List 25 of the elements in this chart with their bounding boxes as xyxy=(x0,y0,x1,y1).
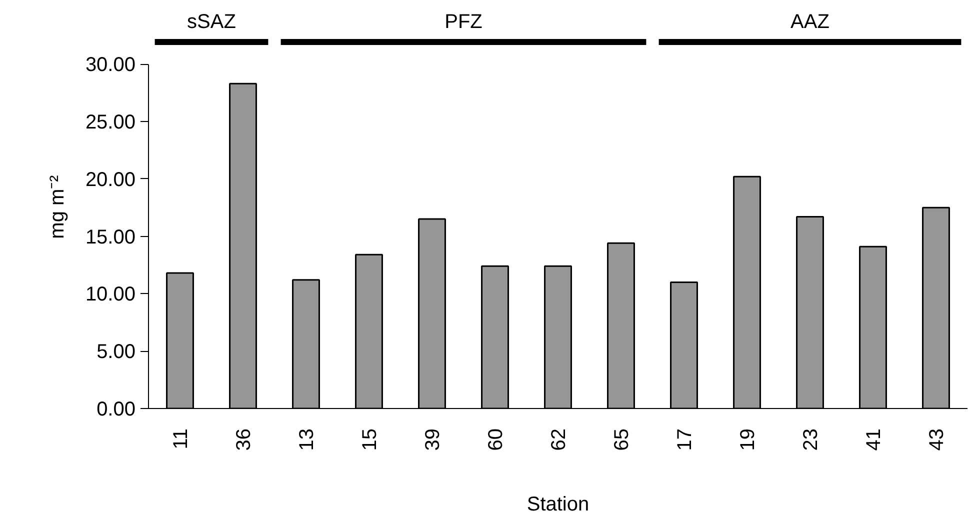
x-tick-label: 62 xyxy=(548,428,570,451)
x-tick-label: 41 xyxy=(863,428,885,451)
y-tick-label: 5.00 xyxy=(96,341,136,364)
text: PFZ xyxy=(444,11,482,34)
y-axis-title: mg m⁻² xyxy=(46,174,68,239)
x-tick-label: 17 xyxy=(674,428,696,451)
x-tick-label: 60 xyxy=(485,428,507,451)
x-tick-label: 23 xyxy=(800,428,822,451)
y-tick-label: 20.00 xyxy=(85,168,136,191)
y-tick-label: 25.00 xyxy=(85,111,136,134)
y-tick-label: 15.00 xyxy=(85,226,136,248)
x-tick-label: 15 xyxy=(359,428,381,451)
x-tick-label: 36 xyxy=(233,428,255,451)
y-tick-label: 30.00 xyxy=(85,54,136,76)
y-tick-label: 0.00 xyxy=(96,398,136,420)
x-tick-label: 13 xyxy=(296,428,318,451)
y-tick-label: 10.00 xyxy=(85,284,136,306)
x-axis-title: Station xyxy=(526,494,590,516)
text: AAZ xyxy=(790,11,830,34)
x-tick-label: 11 xyxy=(170,428,192,450)
x-tick-label: 65 xyxy=(611,428,633,451)
x-tick-label: 39 xyxy=(422,428,444,451)
text: sSAZ xyxy=(187,11,236,34)
x-tick-label: 19 xyxy=(737,428,759,451)
x-tick-label: 43 xyxy=(926,428,948,451)
